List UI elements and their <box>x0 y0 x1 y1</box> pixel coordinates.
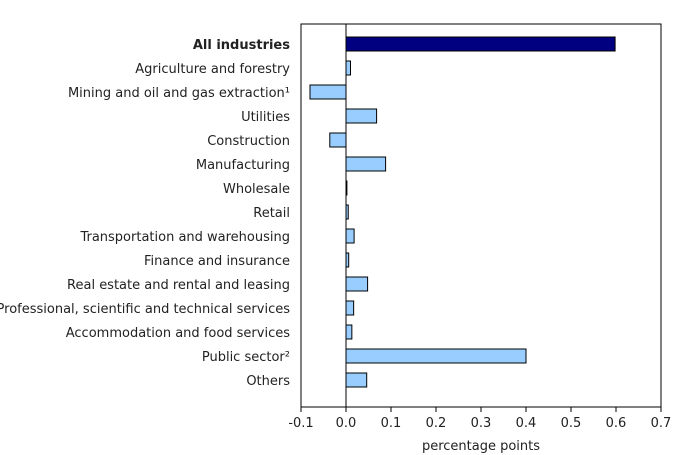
x-tick-label-7: 0.6 <box>606 416 627 431</box>
category-label-2: Mining and oil and gas extraction¹ <box>68 86 290 101</box>
x-axis-title: percentage points <box>422 439 540 454</box>
category-label-5: Manufacturing <box>196 158 290 173</box>
category-label-4: Construction <box>207 134 290 149</box>
category-label-12: Accommodation and food services <box>66 326 290 341</box>
bar-1 <box>345 60 351 76</box>
x-tick-label-4: 0.3 <box>471 416 492 431</box>
category-label-10: Real estate and rental and leasing <box>67 278 290 293</box>
category-label-14: Others <box>246 374 290 389</box>
x-tick-label-5: 0.4 <box>516 416 537 431</box>
x-tick-label-0: -0.1 <box>288 416 313 431</box>
x-tick-label-3: 0.2 <box>426 416 447 431</box>
category-label-7: Retail <box>253 206 290 221</box>
bar-13 <box>345 348 527 364</box>
category-label-3: Utilities <box>241 110 290 125</box>
category-label-6: Wholesale <box>223 182 290 197</box>
category-label-13: Public sector² <box>202 350 290 365</box>
category-label-1: Agriculture and forestry <box>135 62 290 77</box>
category-label-9: Finance and insurance <box>144 254 290 269</box>
x-tick-label-8: 0.7 <box>651 416 672 431</box>
x-ticks: -0.1 0.0 0.1 0.2 0.3 0.4 0.5 0.6 0.7 <box>288 407 671 431</box>
bar-11 <box>345 300 355 316</box>
category-label-11: Professional, scientific and technical s… <box>0 302 290 317</box>
x-tick-label-6: 0.5 <box>561 416 582 431</box>
category-label-0: All industries <box>193 38 290 53</box>
x-tick-label-2: 0.1 <box>381 416 402 431</box>
bar-4 <box>329 132 347 148</box>
bar-8 <box>345 228 355 244</box>
bar-14 <box>345 372 368 388</box>
category-labels: All industries Agriculture and forestry Mi… <box>0 38 290 389</box>
bars <box>309 36 616 388</box>
bar-3 <box>345 108 378 124</box>
category-label-8: Transportation and warehousing <box>79 230 290 245</box>
bar-0 <box>345 36 616 52</box>
bar-5 <box>345 156 387 172</box>
x-tick-label-1: 0.0 <box>336 416 357 431</box>
bar-12 <box>345 324 353 340</box>
bar-2 <box>309 84 347 100</box>
bar-10 <box>345 276 369 292</box>
